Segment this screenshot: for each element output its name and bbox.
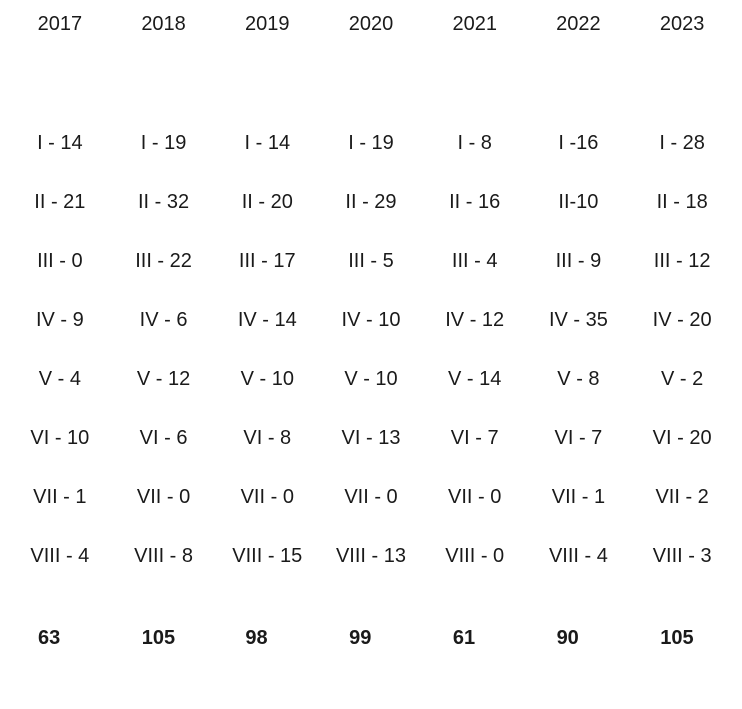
table-cell: II - 20 <box>241 191 293 213</box>
table-cell: I - 8 <box>457 132 492 154</box>
year-header: 2022 <box>556 13 601 35</box>
table-cell: VIII - 3 <box>652 545 712 567</box>
table-cell: VI - 7 <box>554 427 603 449</box>
table-cell: V - 10 <box>344 368 398 390</box>
table-row: I - 14 I - 19 I - 14 I - 19 I - 8 I -16 … <box>0 131 742 155</box>
table-row: VI - 10 VI - 6 VI - 8 VI - 13 VI - 7 VI … <box>0 426 742 450</box>
table-cell: VIII - 15 <box>232 545 303 567</box>
table-cell: IV - 35 <box>548 309 608 331</box>
table-cell: VIII - 4 <box>548 545 608 567</box>
table-cell: III - 12 <box>653 250 711 272</box>
table-cell: VII - 2 <box>655 486 709 508</box>
table-cell: III - 0 <box>37 250 83 272</box>
table-cell: V - 12 <box>136 368 191 390</box>
table-cell: VII - 0 <box>344 486 398 508</box>
total-cell: 99 <box>349 627 372 649</box>
table-row: III - 0 III - 22 III - 17 III - 5 III - … <box>0 249 742 273</box>
table-cell: I - 14 <box>37 132 83 154</box>
total-cell: 98 <box>245 627 268 649</box>
table-cell: VIII - 13 <box>335 545 406 567</box>
table-cell: VI - 10 <box>30 427 90 449</box>
table-cell: V - 4 <box>38 368 81 390</box>
table-cell: IV - 10 <box>341 309 401 331</box>
table-cell: II - 29 <box>345 191 397 213</box>
table-cell: III - 22 <box>135 250 192 272</box>
table-row: IV - 9 IV - 6 IV - 14 IV - 10 IV - 12 IV… <box>0 308 742 332</box>
table-cell: VII - 0 <box>136 486 191 508</box>
table-row: VIII - 4 VIII - 8 VIII - 15 VIII - 13 VI… <box>0 544 742 568</box>
total-cell: 105 <box>660 627 694 649</box>
table-cell: III - 4 <box>451 250 498 272</box>
table-cell: I - 19 <box>140 132 187 154</box>
total-cell: 61 <box>452 627 476 649</box>
table-cell: V - 14 <box>448 368 502 390</box>
table-cell: V - 8 <box>557 368 600 390</box>
table-cell: II - 32 <box>137 191 190 213</box>
table-cell: VII - 1 <box>33 486 87 508</box>
table-cell: IV - 20 <box>652 309 712 331</box>
table-row: V - 4 V - 12 V - 10 V - 10 V - 14 V - 8 … <box>0 367 742 391</box>
year-header: 2018 <box>141 13 186 35</box>
table-cell: VIII - 8 <box>134 545 194 567</box>
year-header: 2020 <box>348 13 394 35</box>
year-header: 2021 <box>452 13 497 35</box>
table-cell: IV - 9 <box>35 309 84 331</box>
table-cell: I - 19 <box>348 132 394 154</box>
table-row: II - 21 II - 32 II - 20 II - 29 II - 16 … <box>0 190 742 214</box>
table-cell: VI - 7 <box>450 427 499 449</box>
year-header: 2023 <box>659 13 705 35</box>
table-body: I - 14 I - 19 I - 14 I - 19 I - 8 I -16 … <box>0 131 742 568</box>
table-cell: IV - 12 <box>445 309 505 331</box>
year-header-row: 2017 2018 2019 2020 2021 2022 2023 <box>0 12 742 36</box>
table-cell: III - 17 <box>238 250 296 272</box>
table-row: VII - 1 VII - 0 VII - 0 VII - 0 VII - 0 … <box>0 485 742 509</box>
totals-row: 63 105 98 99 61 90 105 <box>0 626 742 650</box>
year-header: 2019 <box>245 13 290 35</box>
table-cell: II - 18 <box>656 191 708 213</box>
table-cell: II - 16 <box>449 191 501 213</box>
table-cell: V - 2 <box>661 368 704 390</box>
table-cell: VIII - 4 <box>30 545 90 567</box>
table-cell: VII - 0 <box>448 486 502 508</box>
table-cell: IV - 14 <box>237 309 297 331</box>
table-cell: VIII - 0 <box>445 545 505 567</box>
table-cell: II-10 <box>558 191 599 213</box>
table-cell: III - 5 <box>348 250 394 272</box>
table-cell: III - 9 <box>555 250 602 272</box>
table-cell: VI - 13 <box>341 427 401 449</box>
total-cell: 105 <box>141 627 176 649</box>
table-cell: II - 21 <box>34 191 86 213</box>
table-cell: V - 10 <box>240 368 294 390</box>
year-header: 2017 <box>37 13 83 35</box>
table-cell: VI - 6 <box>139 427 188 449</box>
table-cell: I - 28 <box>659 132 705 154</box>
table-cell: I - 14 <box>244 132 291 154</box>
table-cell: VII - 1 <box>551 486 606 508</box>
table-cell: IV - 6 <box>139 309 188 331</box>
table-cell: VII - 0 <box>240 486 294 508</box>
table-cell: VI - 8 <box>243 427 292 449</box>
total-cell: 90 <box>556 627 579 649</box>
table-cell: VI - 20 <box>652 427 712 449</box>
table-cell: I -16 <box>558 132 599 154</box>
total-cell: 63 <box>38 627 61 649</box>
